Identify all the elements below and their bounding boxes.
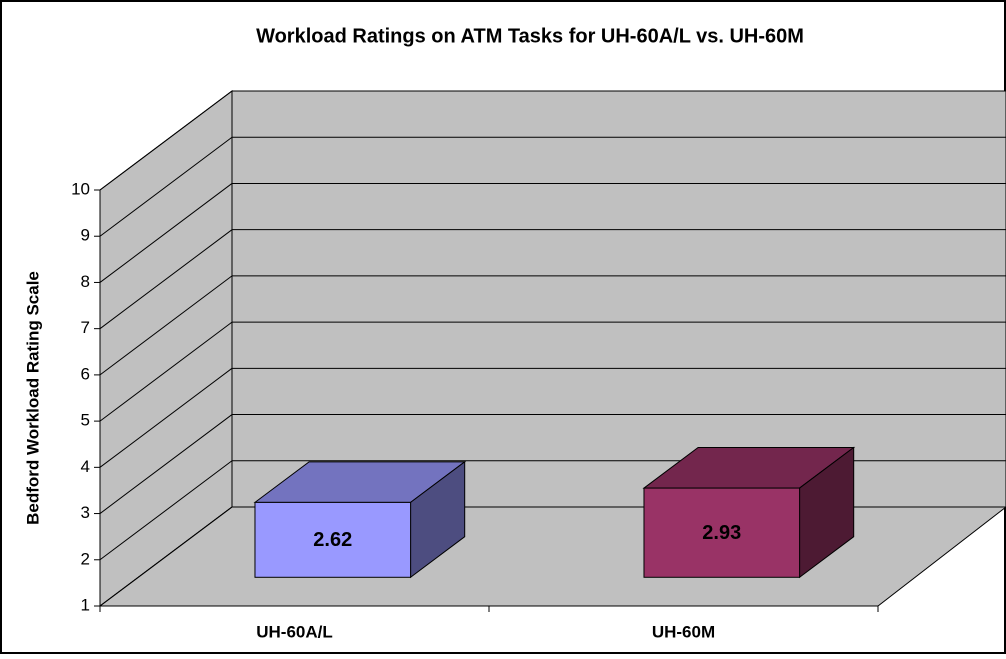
y-axis-label: Bedford Workload Rating Scale [23,271,42,525]
bar [254,501,412,578]
back-wall [231,90,1006,508]
chart-title: Workload Ratings on ATM Tasks for UH-60A… [256,25,804,47]
grid-line [99,414,233,514]
grid-line [99,460,233,561]
y-tick-label: 7 [81,318,90,337]
grid-line [99,229,233,330]
data-label: 2.93 [702,522,741,544]
y-tick-label: 1 [81,595,90,614]
x-tick-label: UH-60M [652,622,715,641]
bar [643,487,801,578]
grid-line [99,367,233,468]
grid-line [99,506,233,607]
floor [98,506,1006,607]
grid-line [99,183,233,283]
y-tick-label: 8 [81,272,90,291]
y-tick-label: 5 [81,411,90,430]
data-label: 2.62 [313,529,352,551]
y-tick-label: 3 [81,503,90,522]
y-tick-label: 10 [71,179,90,198]
y-tick-label: 6 [81,364,90,383]
grid-line [99,136,233,237]
y-tick-label: 2 [81,549,90,568]
y-tick-label: 9 [81,226,90,245]
grid-line [99,275,233,376]
grid-line [99,90,233,191]
y-tick-label: 4 [81,457,90,476]
x-tick-label: UH-60A/L [256,622,333,641]
grid-line [99,321,233,422]
